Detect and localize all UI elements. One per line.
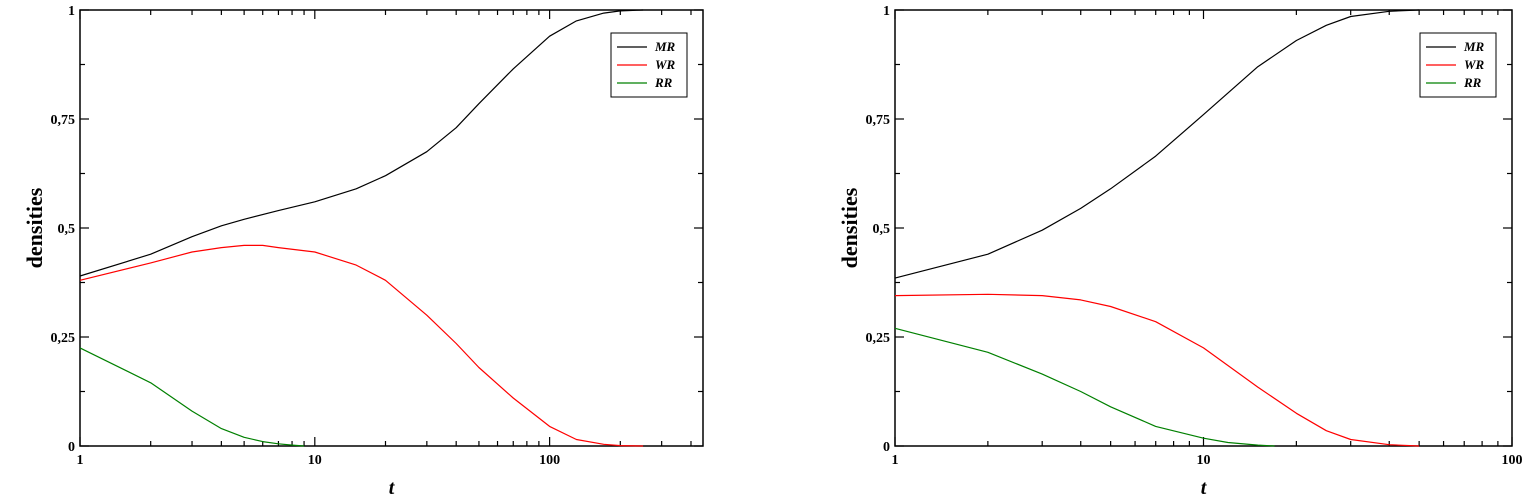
y-tick-label: 1	[883, 4, 890, 19]
y-tick-label: 1	[68, 4, 75, 19]
chart-2: 1 10 100 0 0,25 0,5 0,75 1 t densities MR WR RR	[837, 4, 1523, 499]
y-tick-label: 0,5	[873, 222, 891, 237]
y-tick-label: 0,25	[866, 331, 891, 346]
y-tick-label: 0,75	[866, 113, 891, 128]
series-line-wr	[894, 293, 1420, 447]
legend-label-mr: MR	[1463, 39, 1485, 54]
y-tick-label: 0	[883, 440, 890, 455]
x-tick-label: 100	[539, 453, 560, 468]
x-axis-title: t	[389, 477, 396, 499]
legend-label-rr: RR	[1463, 75, 1482, 90]
legend: MR WR RR	[610, 32, 688, 98]
legend-label-wr: WR	[655, 57, 676, 72]
x-axis-title: t	[1201, 477, 1208, 499]
series-line-wr	[79, 244, 644, 447]
series-line-rr	[894, 327, 1275, 447]
y-tick-label: 0,5	[58, 222, 76, 237]
legend-label-wr: WR	[1464, 57, 1485, 72]
y-axis-title: densities	[22, 187, 47, 268]
plot-frame	[894, 9, 1513, 447]
x-tick-label: 10	[1197, 453, 1211, 468]
series-line-mr	[79, 9, 644, 277]
y-tick-label: 0,25	[51, 331, 76, 346]
chart-1: 1 10 100 0 0,25 0,5 0,75 1 t densities MR WR RR	[22, 4, 704, 499]
x-tick-label: 100	[1502, 453, 1523, 468]
y-tick-label: 0,75	[51, 113, 76, 128]
y-axis-title: densities	[837, 187, 862, 268]
x-tick-label: 1	[892, 453, 899, 468]
legend-label-mr: MR	[654, 39, 676, 54]
legend-label-rr: RR	[654, 75, 673, 90]
series-line-rr	[79, 347, 305, 447]
plot-frame	[79, 9, 704, 447]
y-tick-label: 0	[68, 440, 75, 455]
x-tick-label: 1	[77, 453, 84, 468]
series-line-mr	[894, 9, 1420, 279]
x-tick-label: 10	[308, 453, 322, 468]
legend: MR WR RR	[1419, 32, 1497, 98]
